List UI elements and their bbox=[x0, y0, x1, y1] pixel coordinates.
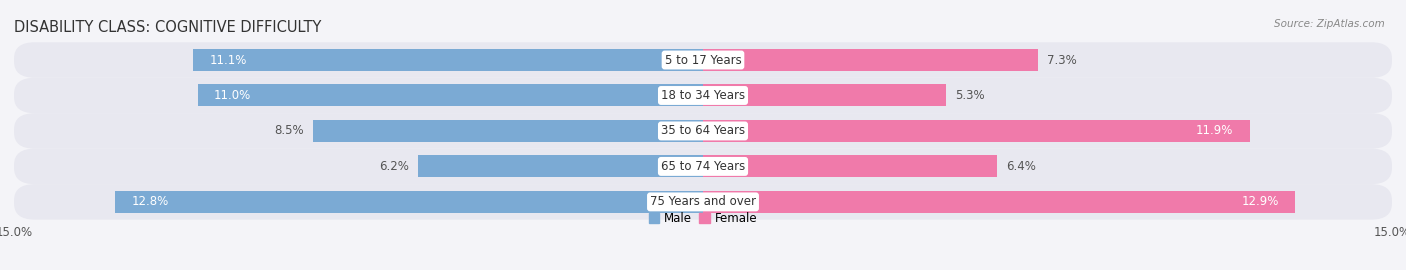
Bar bbox=[703, 85, 946, 106]
Legend: Male, Female: Male, Female bbox=[644, 208, 762, 230]
Text: 5 to 17 Years: 5 to 17 Years bbox=[665, 53, 741, 66]
Text: 6.4%: 6.4% bbox=[1007, 160, 1036, 173]
Text: 7.3%: 7.3% bbox=[1047, 53, 1077, 66]
FancyBboxPatch shape bbox=[14, 42, 1392, 78]
Bar bbox=[312, 120, 703, 142]
Text: Source: ZipAtlas.com: Source: ZipAtlas.com bbox=[1274, 19, 1385, 29]
FancyBboxPatch shape bbox=[14, 78, 1392, 113]
Text: 11.9%: 11.9% bbox=[1197, 124, 1233, 137]
Text: DISABILITY CLASS: COGNITIVE DIFFICULTY: DISABILITY CLASS: COGNITIVE DIFFICULTY bbox=[14, 20, 322, 35]
Bar bbox=[198, 85, 703, 106]
Text: 18 to 34 Years: 18 to 34 Years bbox=[661, 89, 745, 102]
Text: 65 to 74 Years: 65 to 74 Years bbox=[661, 160, 745, 173]
Bar bbox=[703, 49, 1038, 71]
FancyBboxPatch shape bbox=[14, 184, 1392, 220]
Text: 6.2%: 6.2% bbox=[380, 160, 409, 173]
Text: 12.9%: 12.9% bbox=[1241, 195, 1279, 208]
Bar bbox=[115, 191, 703, 213]
FancyBboxPatch shape bbox=[14, 113, 1392, 149]
Text: 8.5%: 8.5% bbox=[274, 124, 304, 137]
Text: 75 Years and over: 75 Years and over bbox=[650, 195, 756, 208]
Text: 35 to 64 Years: 35 to 64 Years bbox=[661, 124, 745, 137]
FancyBboxPatch shape bbox=[14, 149, 1392, 184]
Text: 12.8%: 12.8% bbox=[131, 195, 169, 208]
Text: 11.0%: 11.0% bbox=[214, 89, 252, 102]
Bar bbox=[193, 49, 703, 71]
Bar bbox=[703, 191, 1295, 213]
Bar bbox=[703, 156, 997, 177]
Bar bbox=[703, 120, 1250, 142]
Text: 11.1%: 11.1% bbox=[209, 53, 246, 66]
Bar bbox=[418, 156, 703, 177]
Text: 5.3%: 5.3% bbox=[956, 89, 986, 102]
